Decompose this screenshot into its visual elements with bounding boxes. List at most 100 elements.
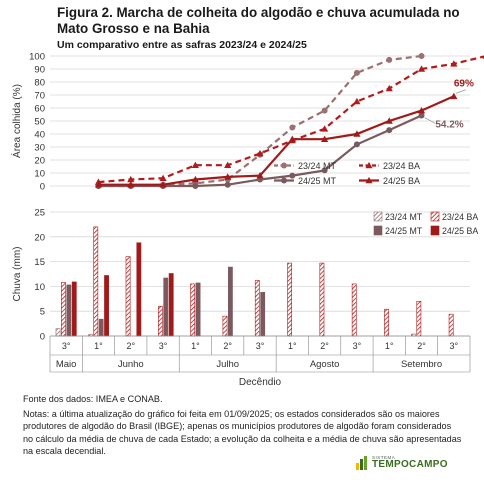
logo-small-text: SISTEMA — [372, 454, 396, 460]
series-line — [98, 55, 484, 184]
annotation-mt-label: 54.2% — [435, 120, 463, 131]
bar — [222, 315, 228, 337]
legend-item: 23/24 BA — [359, 161, 420, 171]
notes-block: Fonte dos dados: IMEA e CONAB. Notas: a … — [23, 393, 463, 458]
bar — [93, 226, 99, 337]
month-label: Agosto — [310, 359, 340, 370]
bar — [98, 318, 104, 337]
rainfall-bar-chart: 0 5 10 15 20 25 Chuva (mm) 3° 1° 2° 3° 1° 2° 3° 1° 2° 3°… — [12, 208, 478, 389]
legend-item: 24/25 MT — [274, 176, 337, 186]
data-point — [417, 107, 426, 114]
x-tick-label: 2° — [417, 341, 426, 351]
y-tick-label: 70 — [34, 91, 45, 102]
data-point — [256, 172, 264, 179]
tempocampo-logo: SISTEMA TEMPOCAMPO — [356, 454, 448, 472]
month-label: Setembro — [401, 359, 442, 370]
y-tick-label: 5 — [40, 307, 45, 318]
x-axis-title: Decêndio — [239, 377, 282, 388]
legend-label: 23/24 MT — [385, 212, 423, 222]
annotation-leader — [455, 89, 466, 94]
data-point — [353, 97, 361, 105]
legend-item: 23/24 MT — [274, 161, 337, 171]
logo-mark-icon — [356, 456, 368, 470]
legend-marker — [365, 176, 373, 184]
data-point — [321, 135, 329, 142]
legend-swatch — [430, 211, 440, 222]
data-point — [450, 60, 458, 67]
x-tick-label: 3° — [450, 341, 459, 351]
data-point — [127, 181, 135, 188]
legend-marker — [365, 161, 373, 169]
legend-swatch — [373, 211, 383, 222]
legend-item: 23/24 MT — [373, 211, 423, 222]
data-point — [418, 53, 425, 59]
data-point — [386, 56, 393, 63]
data-point — [353, 141, 360, 148]
data-point — [288, 135, 296, 142]
bar — [168, 273, 174, 337]
data-point — [353, 69, 360, 76]
y-tick-label: 0 — [40, 182, 45, 193]
bar — [66, 284, 72, 337]
bar — [136, 242, 142, 337]
legend-label: 24/25 MT — [385, 226, 423, 236]
y-tick-label: 20 — [34, 156, 45, 167]
data-point — [159, 174, 167, 181]
legend-label: 24/25 MT — [298, 176, 337, 186]
legend-marker — [281, 177, 287, 184]
legend-label: 23/24 MT — [298, 161, 337, 171]
x-tick-label: 3° — [62, 341, 71, 351]
data-point — [192, 183, 199, 189]
y-tick-label: 15 — [34, 257, 45, 268]
x-tick-label: 3° — [159, 341, 168, 351]
y-tick-label: 0 — [40, 332, 45, 343]
y-tick-label: 50 — [34, 117, 45, 128]
x-tick-label: 1° — [385, 341, 394, 351]
bar — [227, 266, 233, 337]
bar — [287, 262, 293, 337]
series-24-25-mt — [95, 112, 425, 189]
data-point — [321, 107, 328, 114]
annotation-leader — [424, 117, 436, 124]
x-tick-label: 2° — [320, 341, 329, 351]
data-point — [224, 173, 232, 180]
y-tick-label: 90 — [34, 65, 45, 76]
data-point — [385, 84, 393, 92]
bar — [416, 300, 422, 337]
y-tick-label: 10 — [34, 282, 45, 293]
notes-text: Notas: a última atualização do gráfico f… — [23, 408, 462, 457]
chart-title: Figura 2. Marcha de colheita do algodão … — [57, 5, 460, 36]
y-tick-label: 60 — [34, 104, 45, 115]
bar — [319, 262, 325, 337]
x-tick-label: 1° — [94, 341, 103, 351]
source-text: Fonte dos dados: IMEA e CONAB. — [23, 394, 163, 404]
series-line — [98, 95, 455, 186]
month-label: Junho — [118, 359, 144, 370]
data-point — [256, 149, 264, 157]
data-point — [289, 124, 296, 131]
y-tick-label: 10 — [34, 169, 45, 180]
data-point — [321, 125, 329, 132]
bar — [384, 308, 389, 337]
data-point — [191, 175, 199, 183]
x-tick-label: 1° — [191, 341, 200, 351]
bar — [163, 277, 169, 337]
legend-item: 24/25 MT — [373, 225, 423, 236]
month-label: Maio — [56, 359, 77, 370]
legend-label: 24/25 BA — [383, 176, 420, 186]
legend-item: 24/25 BA — [359, 176, 420, 186]
bar — [190, 283, 196, 337]
data-point — [191, 161, 199, 168]
month-label: Julho — [216, 359, 239, 370]
data-point — [289, 172, 296, 179]
data-point — [385, 117, 393, 124]
bar — [71, 281, 77, 337]
data-point — [94, 181, 103, 188]
chart-subtitle: Um comparativo entre as safras 2023/24 e… — [57, 39, 307, 51]
data-point — [224, 181, 231, 188]
x-tick-label: 3° — [256, 341, 265, 351]
bar — [260, 292, 266, 337]
y-tick-label: 40 — [34, 130, 45, 141]
bar — [55, 328, 61, 337]
